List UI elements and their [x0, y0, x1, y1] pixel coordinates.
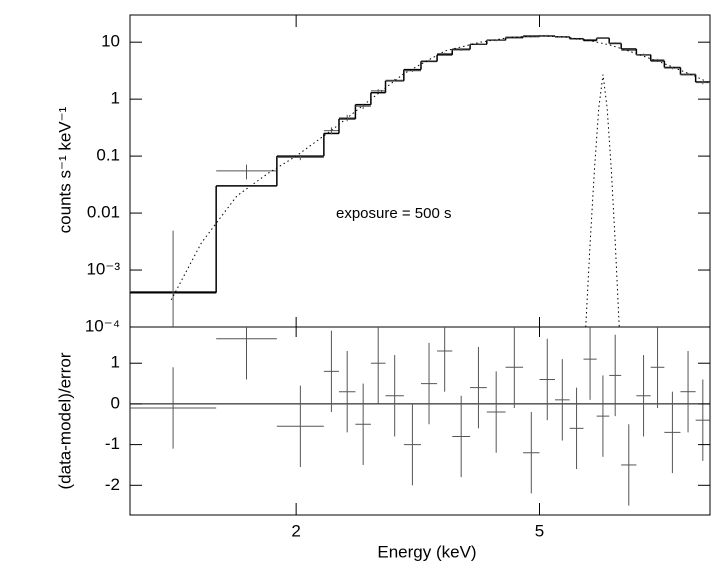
upper-plot [130, 34, 710, 327]
lower-frame [129, 326, 711, 516]
y-tick-label: -2 [105, 475, 120, 494]
y-axis-label: counts s⁻¹ keV⁻¹ [55, 106, 74, 233]
y-tick-label: -1 [105, 434, 120, 453]
annotation: exposure = 500 s [336, 205, 452, 222]
y-tick-label: 1 [111, 353, 120, 372]
x-tick-label: 5 [535, 521, 544, 540]
y-tick-label: 10⁻³ [86, 260, 120, 279]
y-tick-label: 0.01 [87, 203, 120, 222]
y-tick-label: 0 [111, 393, 120, 412]
lower-plot [130, 327, 710, 506]
y-tick-label: 10 [101, 32, 120, 51]
x-tick-label: 2 [291, 521, 300, 540]
y-tick-label: 10⁻⁴ [85, 316, 120, 335]
y-axis-label: (data-model)/error [55, 352, 74, 489]
model-component [585, 74, 620, 327]
model-component [170, 35, 710, 301]
x-axis-label: Energy (keV) [377, 542, 476, 561]
y-tick-label: 0.1 [96, 146, 120, 165]
y-tick-label: 1 [111, 89, 120, 108]
